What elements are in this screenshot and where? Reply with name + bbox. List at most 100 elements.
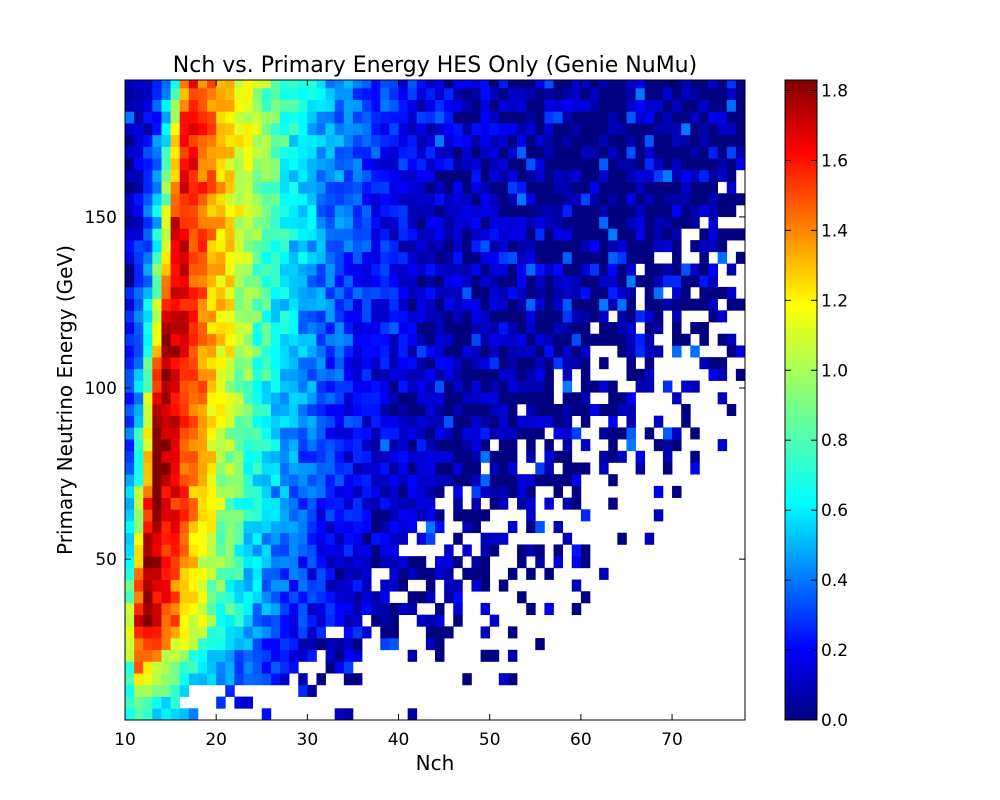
heatmap-cell [507,80,518,89]
heatmap-cell [216,602,226,615]
heatmap-cell [462,509,472,522]
heatmap-cell [298,240,308,253]
heatmap-cell [143,521,153,534]
heatmap-cell [471,497,481,510]
heatmap-cell [435,474,445,487]
heatmap-cell [270,626,281,639]
heatmap-cell [735,146,746,159]
heatmap-cell [672,333,682,346]
heatmap-cell [580,322,591,335]
heatmap-cell [453,403,463,417]
heatmap-cell [243,591,253,604]
heatmap-cell [188,216,199,229]
heatmap-cell [243,638,253,651]
heatmap-cell [188,333,199,346]
heatmap-cell [289,556,299,569]
heatmap-cell [580,134,591,147]
heatmap-cell [325,661,336,674]
heatmap-cell [225,158,235,171]
heatmap-cell [389,251,399,264]
heatmap-cell [699,146,709,159]
heatmap-cell [352,649,363,662]
heatmap-cell [170,532,181,545]
heatmap-cell [125,99,135,112]
heatmap-cell [207,99,217,112]
heatmap-cell [535,134,545,147]
heatmap-cell [325,123,336,136]
heatmap-cell [480,403,491,417]
heatmap-cell [462,333,472,346]
heatmap-cell [690,240,700,253]
heatmap-cell [362,111,372,124]
heatmap-cell [580,509,591,522]
heatmap-cell [316,251,326,264]
heatmap-cell [635,251,646,264]
heatmap-cell [261,415,272,428]
heatmap-cell [125,322,135,335]
heatmap-cell [298,333,308,346]
heatmap-cell [125,696,135,709]
heatmap-cell [407,193,418,206]
heatmap-cell [343,123,354,136]
heatmap-cell [708,169,718,182]
heatmap-cell [216,263,226,276]
heatmap-cell [234,638,244,651]
heatmap-cell [544,123,554,136]
heatmap-cell [681,415,691,428]
heatmap-cell [352,368,363,381]
heatmap-cell [225,649,235,662]
heatmap-cell [526,169,536,182]
heatmap-cell [735,158,746,171]
heatmap-cell [653,509,664,522]
heatmap-cell [352,485,363,498]
heatmap-cell [462,87,472,100]
heatmap-cell [662,111,673,124]
heatmap-cell [170,181,181,194]
heatmap-cell [362,497,372,510]
heatmap-cell [352,403,363,417]
heatmap-cell [225,228,235,241]
heatmap-cell [334,134,345,147]
heatmap-cell [261,322,272,335]
heatmap-cell [125,567,135,580]
heatmap-cell [161,146,171,159]
heatmap-cell [599,462,609,475]
heatmap-cell [590,380,600,393]
heatmap-cell [553,275,563,288]
heatmap-cell [225,638,235,651]
heatmap-cell [307,626,317,639]
heatmap-cell [398,169,408,182]
heatmap-cell [644,357,655,370]
heatmap-cell [280,275,290,288]
heatmap-cell [389,146,399,159]
heatmap-cell [225,333,235,346]
heatmap-cell [207,450,217,463]
heatmap-cell [608,263,618,276]
heatmap-cell [425,181,436,194]
heatmap-cell [690,158,700,171]
heatmap-cell [407,204,418,218]
heatmap-cell [699,87,709,100]
heatmap-cell [343,345,354,358]
heatmap-cell [672,158,682,171]
heatmap-cell [334,123,345,136]
heatmap-cell [161,544,171,557]
heatmap-cell [571,193,582,206]
heatmap-cell [453,228,463,241]
heatmap-cell [243,521,253,534]
heatmap-cell [243,673,253,686]
heatmap-cell [179,708,190,721]
heatmap-cell [343,158,354,171]
heatmap-cell [243,99,253,112]
heatmap-cell [261,111,272,124]
heatmap-cell [453,474,463,487]
heatmap-cell [444,462,454,475]
heatmap-cell [717,80,728,89]
heatmap-cell [261,123,272,136]
heatmap-cell [152,368,162,381]
heatmap-cell [562,392,573,405]
heatmap-cell [435,134,445,147]
heatmap-cell [197,298,208,311]
heatmap-cell [316,134,326,147]
heatmap-cell [143,591,153,604]
